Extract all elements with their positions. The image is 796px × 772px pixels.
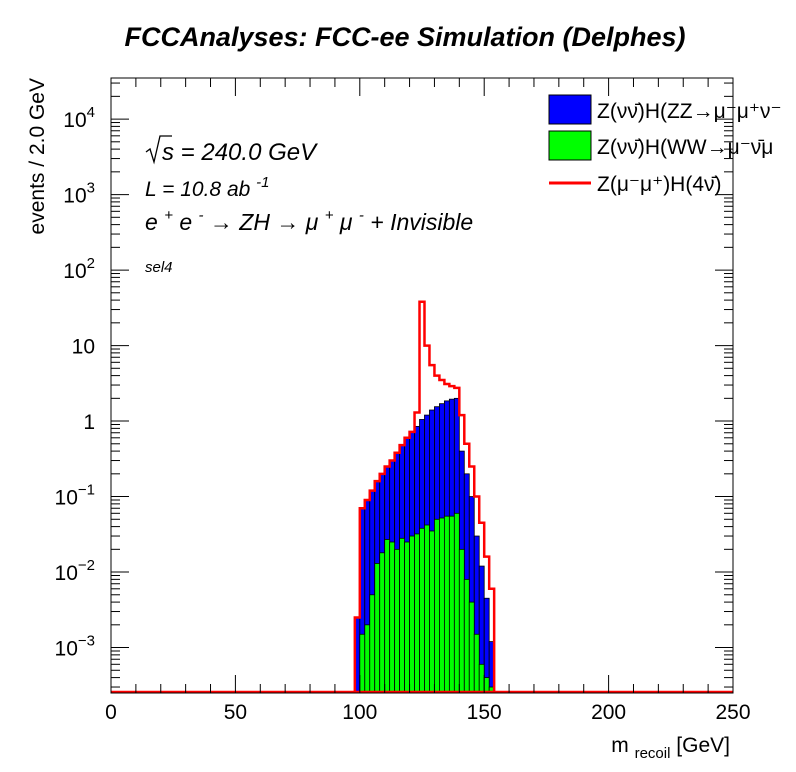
lumi-base: L = 10.8 ab <box>145 178 251 201</box>
series-2-bar-19 <box>453 512 460 694</box>
series-2-bar-10 <box>409 535 415 694</box>
series-2-bar-15 <box>434 518 440 694</box>
x-axis-label: m recoil [GeV] <box>611 734 730 763</box>
series-2-bar-23 <box>473 633 480 694</box>
lumi-exponent: -1 <box>256 174 269 191</box>
process-part-3: → ZH → μ <box>210 209 319 235</box>
series-2-bar-22 <box>468 601 475 694</box>
series-2-bar-16 <box>439 517 445 694</box>
x-tick-label-250: 250 <box>715 701 750 724</box>
sqrt-symbol <box>145 135 172 165</box>
y-tick-label-3: 1 <box>83 411 95 434</box>
legend-label-3: Z(μ⁻μ⁺)H(4ν̄) <box>597 173 722 196</box>
series-2-bar-13 <box>424 524 430 694</box>
series-2-bar-17 <box>443 515 450 694</box>
x-tick-label-0: 0 <box>105 701 117 724</box>
sqrt-s-annotation: s = 240.0 GeV <box>145 135 318 166</box>
legend: Z(νν̄)H(ZZ→μ⁻μ⁺ν⁻ Z(νν̄)H(WW→μ⁻ν̄μ Z(μ⁻μ⁺)… <box>548 94 782 196</box>
y-tick-label-5: 102 <box>63 255 95 283</box>
process-sup-1: + <box>164 207 173 224</box>
series-2-bar-20 <box>458 548 465 694</box>
chart-title: FCCAnalyses: FCC-ee Simulation (Delphes) <box>124 22 685 52</box>
series-2-bar-1 <box>364 624 371 694</box>
series-2-bar-8 <box>399 537 405 694</box>
series-2-bar-6 <box>389 541 396 694</box>
series-2-bar-5 <box>384 539 391 694</box>
series-2-bar-11 <box>414 533 420 694</box>
y-axis-label: events / 2.0 GeV <box>26 78 49 234</box>
y-tick-label-4: 10 <box>72 336 95 359</box>
selection-label: sel4 <box>145 259 173 276</box>
series-2-bar-24 <box>478 663 485 694</box>
sqrt-s-label: s = 240.0 GeV <box>162 139 318 166</box>
y-tick-label-0: 10−3 <box>55 633 95 661</box>
series-2 <box>359 512 495 694</box>
x-tick-label-150: 150 <box>467 701 502 724</box>
series-2-bar-12 <box>419 527 425 694</box>
series-2-bar-14 <box>429 530 435 694</box>
annotation-block: s = 240.0 GeV L = 10.8 ab -1 e + e - → Z… <box>145 135 473 276</box>
x-tick-label-100: 100 <box>342 701 377 724</box>
histogram-layer <box>111 300 733 694</box>
y-tick-label-7: 104 <box>63 104 95 132</box>
series-2-bar-7 <box>394 548 401 694</box>
process-sup-3: + <box>325 207 334 224</box>
x-tick-label-200: 200 <box>591 701 626 724</box>
series-3-line <box>353 300 496 692</box>
legend-swatch-1 <box>548 94 592 125</box>
x-tick-label-50: 50 <box>224 701 247 724</box>
series-2-bar-4 <box>379 552 386 694</box>
legend-label-2: Z(νν̄)H(WW→μ⁻ν̄μ <box>597 136 773 159</box>
x-axis-label-main: m <box>611 734 629 757</box>
y-tick-label-1: 10−2 <box>55 557 95 585</box>
series-2-bar-0 <box>359 633 366 694</box>
series-2-bar-3 <box>374 563 381 694</box>
process-sup-2: - <box>199 207 204 224</box>
y-tick-label-2: 10−1 <box>55 482 95 510</box>
x-axis-label-unit: [GeV] <box>676 734 730 757</box>
y-tick-label-6: 103 <box>63 180 95 208</box>
process-sup-4: - <box>359 207 364 224</box>
x-axis-label-subscript: recoil <box>635 745 671 762</box>
series-2-bar-25 <box>483 677 490 694</box>
series-2-bar-21 <box>463 578 470 694</box>
process-part-5: + Invisible <box>370 209 473 235</box>
lumi-label: L = 10.8 ab -1 <box>145 174 270 201</box>
process-part-4: μ <box>339 209 353 235</box>
tick-labels: 0 50 100 150 200 250 10−3 10−2 10−1 1 10 102 103 104 <box>55 104 751 724</box>
series-2-bar-18 <box>448 515 455 694</box>
series-3 <box>111 300 733 694</box>
process-label: e + e - → ZH → μ + μ - + Invisible <box>145 199 473 235</box>
legend-label-1: Z(νν̄)H(ZZ→μ⁻μ⁺ν⁻ <box>597 100 782 123</box>
series-2-bar-9 <box>404 541 410 694</box>
axis-ticks <box>110 78 734 693</box>
process-part-1: e <box>145 209 158 235</box>
legend-swatch-2 <box>548 130 592 161</box>
series-2-bar-2 <box>369 594 376 694</box>
process-part-2: e <box>179 209 192 235</box>
